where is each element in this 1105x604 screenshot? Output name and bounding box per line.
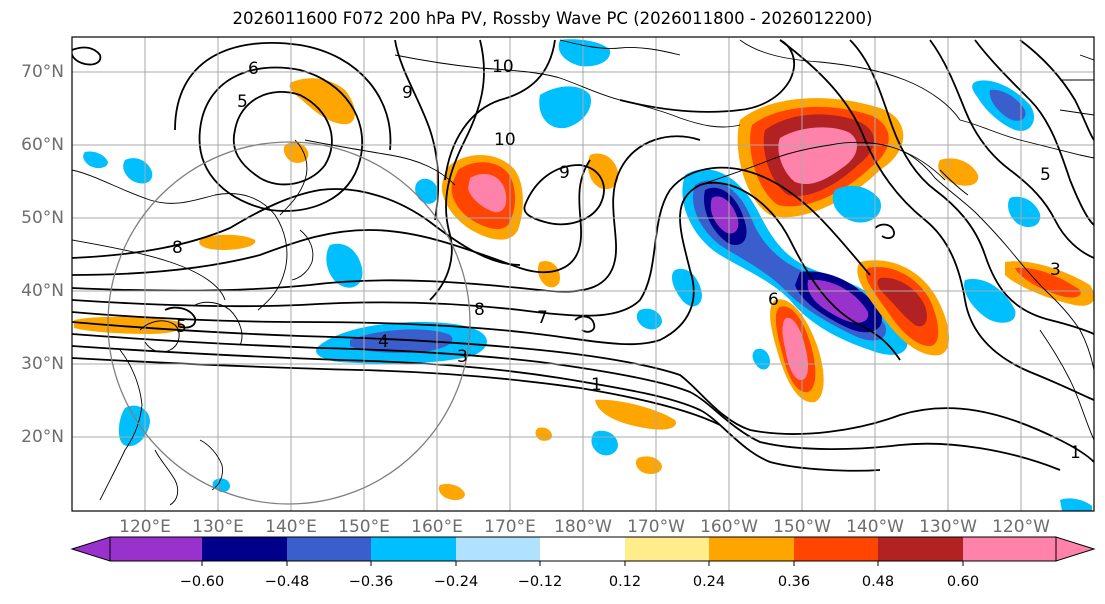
contour-label: 9 xyxy=(402,83,413,103)
colorbar xyxy=(70,536,1096,566)
contour-label: 6 xyxy=(248,59,259,79)
colorbar-max-extend xyxy=(1055,536,1096,562)
colorbar-tick-label: −0.24 xyxy=(433,574,479,590)
plot-frame xyxy=(71,36,1095,512)
colorbar-cell xyxy=(202,537,287,561)
lon-label: 180°W xyxy=(554,517,612,537)
contour-label: 8 xyxy=(474,300,485,320)
pv-contours xyxy=(72,39,1094,472)
contour-label: 10 xyxy=(492,57,514,77)
lon-label: 160°W xyxy=(700,517,758,537)
coastlines xyxy=(72,39,1094,506)
colorbar-cell xyxy=(794,537,878,561)
lat-label-20n: 20°N xyxy=(21,427,64,447)
contour-label: 3 xyxy=(1050,260,1061,280)
range-circle xyxy=(107,141,471,505)
colorbar-tick-label: −0.36 xyxy=(348,574,394,590)
colorbar-tick-label: 0.60 xyxy=(946,574,980,590)
colorbar-tick-label: −0.60 xyxy=(179,574,225,590)
lat-label-40n: 40°N xyxy=(21,281,64,301)
contour-labels: 6 5 10 9 10 9 8 8 7 5 4 3 1 6 1 5 3 xyxy=(172,57,1081,463)
lon-label: 120°W xyxy=(992,517,1050,537)
map-title: 2026011600 F072 200 hPa PV, Rossby Wave … xyxy=(232,9,873,28)
lon-label: 150°E xyxy=(338,517,390,537)
contour-label: 8 xyxy=(172,238,183,258)
contour-label: 1 xyxy=(591,375,602,395)
contour-label: 5 xyxy=(176,317,187,337)
colorbar-cell xyxy=(456,537,540,561)
colorbar-cell xyxy=(625,537,709,561)
contour-label: 7 xyxy=(537,308,548,328)
lon-label: 130°E xyxy=(192,517,244,537)
lon-label: 120°E xyxy=(119,517,171,537)
colorbar-cell xyxy=(709,537,794,561)
contour-label: 5 xyxy=(237,92,248,112)
colorbar-tick-label: 0.12 xyxy=(608,574,642,590)
contour-label: 6 xyxy=(768,290,779,310)
contour-label: 4 xyxy=(378,332,389,352)
lon-label: 140°E xyxy=(265,517,317,537)
lon-label: 130°W xyxy=(919,517,977,537)
gridlines xyxy=(72,37,1094,511)
colorbar-cell xyxy=(371,537,456,561)
contour-label: 1 xyxy=(1070,443,1081,463)
lat-label-60n: 60°N xyxy=(21,135,64,155)
lon-label: 140°W xyxy=(846,517,904,537)
lon-label: 170°E xyxy=(484,517,536,537)
colorbar-cell xyxy=(287,537,371,561)
contour-label: 10 xyxy=(494,130,516,150)
contour-label: 5 xyxy=(1040,165,1051,185)
lat-label-30n: 30°N xyxy=(21,354,64,374)
colorbar-tick-label: 0.24 xyxy=(692,574,726,590)
colorbar-tick-label: 0.48 xyxy=(861,574,895,590)
colorbar-cell xyxy=(110,537,202,561)
lat-label-70n: 70°N xyxy=(21,62,64,82)
colorbar-min-extend xyxy=(70,536,111,562)
lon-label: 160°E xyxy=(411,517,463,537)
colorbar-cell xyxy=(878,537,963,561)
contour-label: 9 xyxy=(559,163,570,183)
colorbar-tick-label: −0.12 xyxy=(517,574,563,590)
colorbar-tick-label: 0.36 xyxy=(777,574,811,590)
contour-label: 3 xyxy=(457,347,468,367)
lon-label: 150°W xyxy=(773,517,831,537)
colorbar-tick-label: −0.48 xyxy=(264,574,310,590)
lon-label: 170°W xyxy=(627,517,685,537)
lat-label-50n: 50°N xyxy=(21,208,64,228)
colorbar-cell xyxy=(963,537,1056,561)
shading-layer xyxy=(74,39,1094,511)
colorbar-cell xyxy=(540,537,625,561)
